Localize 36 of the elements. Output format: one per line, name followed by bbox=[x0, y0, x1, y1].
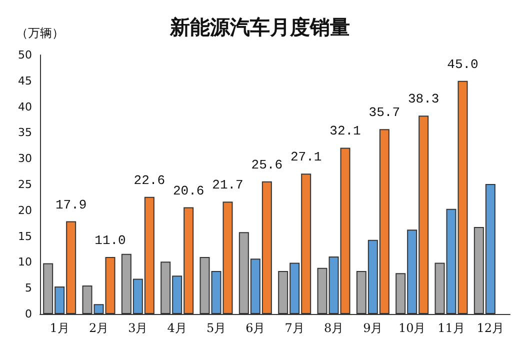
data-label: 22.6 bbox=[134, 172, 166, 188]
x-tick-label: 3月 bbox=[128, 321, 148, 335]
y-tick-label: 45 bbox=[18, 74, 32, 88]
chart-title: 新能源汽车月度销量 bbox=[169, 15, 350, 39]
y-axis-title: （万辆） bbox=[16, 26, 64, 40]
y-tick-label: 25 bbox=[18, 178, 32, 191]
x-tick-label: 2月 bbox=[88, 321, 109, 335]
data-label: 17.9 bbox=[55, 197, 87, 212]
y-tick-label: 15 bbox=[18, 230, 32, 243]
data-label: 35.7 bbox=[368, 105, 400, 120]
x-tick-label: 6月 bbox=[246, 321, 266, 335]
x-tick-label: 10月 bbox=[398, 321, 426, 335]
data-label: 32.1 bbox=[330, 124, 362, 139]
data-label: 25.6 bbox=[251, 157, 283, 172]
y-tick-label: 10 bbox=[18, 256, 32, 269]
data-label: 11.0 bbox=[94, 233, 126, 248]
data-label: 21.7 bbox=[212, 178, 244, 193]
y-tick-label: 5 bbox=[25, 282, 32, 295]
x-tick-label: 1月 bbox=[50, 321, 70, 335]
data-label: 20.6 bbox=[172, 183, 204, 198]
data-label: 45.0 bbox=[447, 56, 478, 72]
y-tick-label: 40 bbox=[18, 100, 32, 114]
x-tick-label: 12月 bbox=[476, 321, 504, 335]
data-label: 38.3 bbox=[408, 92, 440, 107]
y-tick-label: 20 bbox=[18, 204, 32, 217]
x-tick-label: 5月 bbox=[206, 321, 226, 335]
x-tick-label: 4月 bbox=[167, 321, 187, 335]
y-tick-label: 35 bbox=[18, 126, 32, 140]
x-tick-label: 11月 bbox=[438, 321, 465, 335]
data-label: 27.1 bbox=[290, 150, 322, 165]
x-tick-label: 8月 bbox=[324, 321, 344, 335]
x-tick-label: 7月 bbox=[284, 321, 304, 335]
x-tick-label: 9月 bbox=[363, 321, 383, 335]
y-tick-label: 50 bbox=[18, 48, 32, 62]
y-tick-label: 0 bbox=[25, 308, 32, 320]
y-tick-label: 30 bbox=[18, 152, 32, 166]
